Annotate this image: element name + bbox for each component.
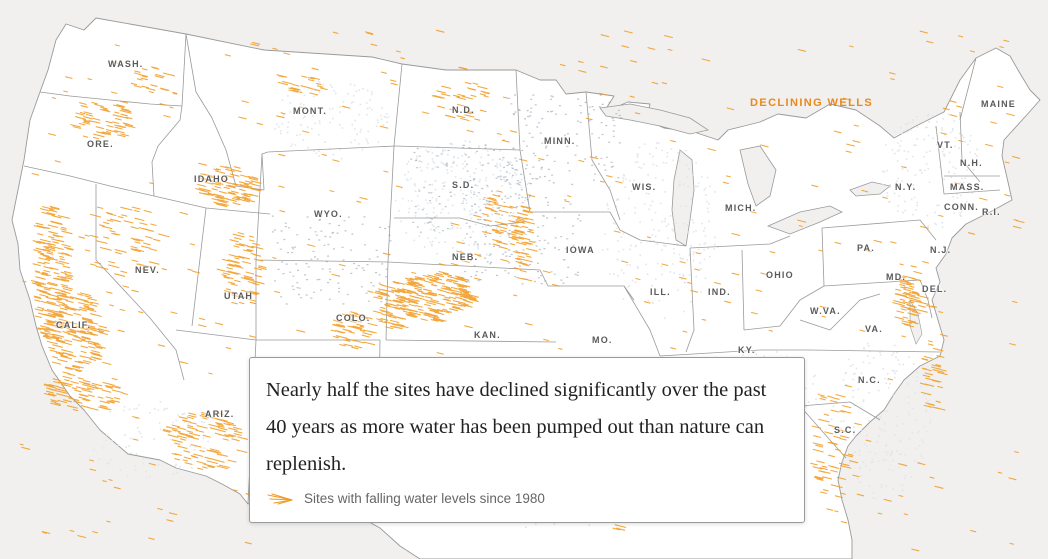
state-label-or: ORE. bbox=[87, 139, 114, 149]
state-label-wi: WIS. bbox=[632, 182, 657, 192]
state-label-ky: KY. bbox=[738, 345, 756, 355]
map-title: DECLINING WELLS bbox=[750, 97, 874, 109]
state-label-mi: MICH. bbox=[725, 203, 757, 213]
lake-ontario bbox=[849, 181, 891, 197]
falling-arrows-icon bbox=[267, 492, 293, 505]
state-label-co: COLO. bbox=[336, 313, 371, 323]
legend-label: Sites with falling water levels since 19… bbox=[304, 491, 545, 506]
state-label-md: MD. bbox=[886, 272, 907, 282]
lake-erie bbox=[766, 205, 843, 235]
state-label-me: MAINE bbox=[981, 99, 1016, 109]
state-label-oh: OHIO bbox=[766, 270, 794, 280]
state-label-ks: KAN. bbox=[474, 330, 501, 340]
state-label-ny: N.Y. bbox=[895, 182, 917, 192]
state-label-az: ARIZ. bbox=[205, 409, 235, 419]
state-label-il: ILL. bbox=[650, 287, 671, 297]
lake-huron bbox=[739, 145, 777, 207]
state-label-nj: N.J. bbox=[930, 245, 952, 255]
state-label-nv: NEV. bbox=[135, 265, 160, 275]
state-label-ri: R.I. bbox=[982, 207, 1001, 217]
state-label-pa: PA. bbox=[857, 243, 875, 253]
state-label-ca: CALIF. bbox=[56, 320, 92, 330]
state-label-de: DEL. bbox=[922, 284, 948, 294]
state-label-va: VA. bbox=[865, 324, 883, 334]
state-label-vt: VT. bbox=[937, 140, 954, 150]
state-label-id: IDAHO bbox=[194, 174, 229, 184]
state-label-mo: MO. bbox=[592, 335, 613, 345]
state-label-nh: N.H. bbox=[960, 158, 983, 168]
state-label-nc: N.C. bbox=[858, 375, 881, 385]
state-label-sc: S.C. bbox=[834, 425, 857, 435]
state-label-mt: MONT. bbox=[293, 106, 327, 116]
falling-well-arrows bbox=[19, 29, 1025, 552]
state-label-wa: WASH. bbox=[108, 59, 144, 69]
state-label-ut: UTAH bbox=[224, 291, 254, 301]
state-label-sd: S.D. bbox=[452, 180, 475, 190]
state-label-ma: MASS. bbox=[950, 182, 985, 192]
state-label-nd: N.D. bbox=[452, 105, 475, 115]
state-label-ct: CONN. bbox=[944, 202, 979, 212]
state-label-in: IND. bbox=[708, 287, 731, 297]
well-sites bbox=[19, 29, 1025, 552]
state-label-ia: IOWA bbox=[566, 245, 595, 255]
state-label-wv: W.VA. bbox=[810, 306, 841, 316]
state-label-ne: NEB. bbox=[452, 252, 479, 262]
state-label-mn: MINN. bbox=[544, 136, 576, 146]
caption-text: Nearly half the sites have declined sign… bbox=[266, 379, 767, 475]
legend: Sites with falling water levels since 19… bbox=[266, 491, 788, 506]
lake-superior bbox=[599, 103, 710, 135]
state-label-wy: WYO. bbox=[314, 209, 343, 219]
caption-box: Nearly half the sites have declined sign… bbox=[249, 357, 805, 523]
